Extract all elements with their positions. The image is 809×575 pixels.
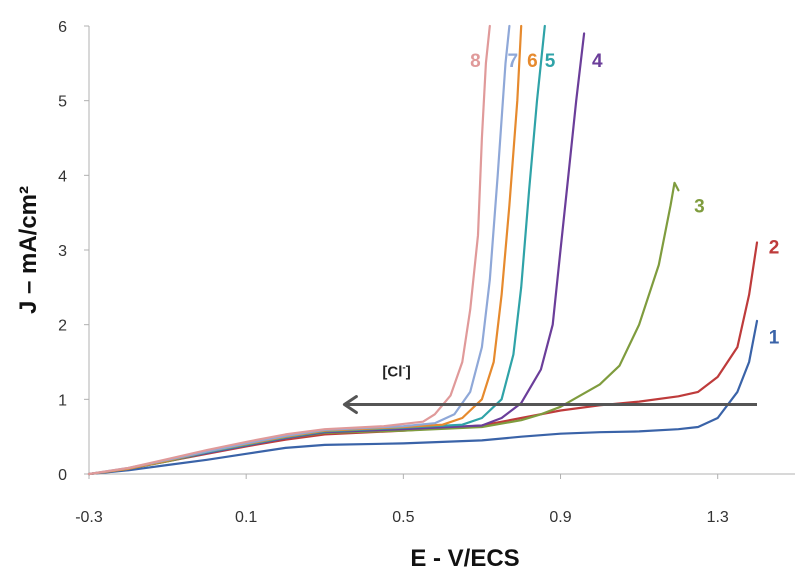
series-1-line [87,319,759,476]
x-tick-label: 0.9 [549,509,571,526]
series-curves [87,24,759,476]
y-tick-label: 2 [58,318,67,335]
series-8-line [87,24,491,476]
arrow-head-icon [342,395,358,415]
y-axis-title: J – mA/cm² [15,186,42,314]
x-axis-title: E - V/ECS [410,545,519,572]
x-tick-label: -0.3 [75,509,103,526]
x-tick-label: 0.1 [235,509,257,526]
x-tick-label: 0.5 [392,509,414,526]
series-7-line [87,24,511,476]
y-tick-labels: 0 1 2 3 4 5 6 [58,19,89,484]
series-8-label: 8 [470,51,481,72]
x-tick-labels: -0.3 0.1 0.5 0.9 1.3 [75,474,729,526]
series-2-label: 2 [769,238,780,259]
series-7-label: 7 [507,51,518,72]
y-tick-label: 5 [58,94,67,111]
y-tick-label: 0 [58,467,67,484]
series-4-label: 4 [592,51,603,72]
series-3-label: 3 [694,197,705,218]
y-tick-label: 4 [58,168,67,185]
chloride-arrow-annotation: [Cl-] [342,363,757,415]
series-2-line [87,241,759,476]
series-4-line [87,32,586,476]
chloride-label-close: ] [406,364,411,381]
y-tick-label: 3 [58,243,67,260]
chloride-label: [Cl-] [382,363,410,381]
series-5-label: 5 [545,51,556,72]
y-tick-label: 6 [58,19,67,36]
chloride-label-main: [Cl [382,364,402,381]
y-tick-label: 1 [58,392,67,409]
series-1-label: 1 [769,327,780,348]
chloride-label-superscript: - [402,363,405,374]
series-6-label: 6 [527,51,538,72]
x-tick-label: 1.3 [707,509,729,526]
series-labels: 1 2 3 4 567 8 [470,51,780,348]
series-6-line [87,24,523,476]
